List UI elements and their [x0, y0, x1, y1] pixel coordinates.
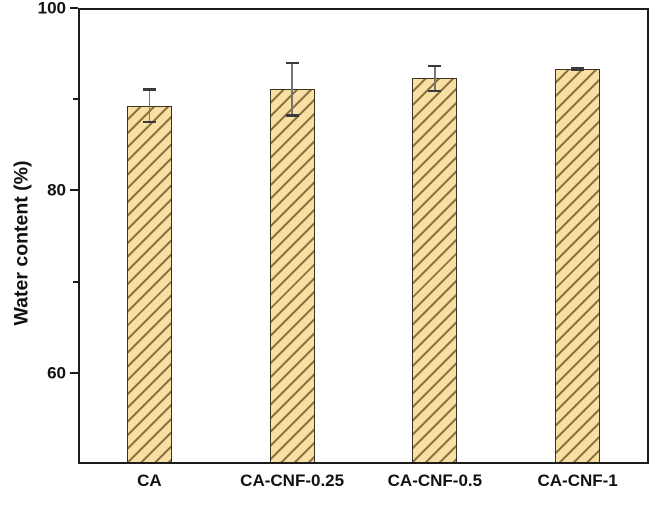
y-tick-label-100: 100: [37, 0, 66, 18]
y-tick-label-60: 60: [47, 363, 66, 383]
error-bar-cap-bottom: [142, 120, 156, 123]
error-bar-cap-bottom: [428, 89, 442, 92]
y-minor-tick-70: [73, 280, 78, 283]
y-tick-label-80: 80: [47, 180, 66, 200]
error-bar-ca-cnf-1: [571, 67, 585, 71]
y-major-tick-80: [70, 189, 78, 192]
y-minor-tick-90: [73, 98, 78, 101]
error-bar-ca-cnf-0-25: [285, 61, 299, 117]
error-bar-cap-bottom: [571, 68, 585, 71]
error-bar-cap-bottom: [285, 114, 299, 117]
bar-ca-cnf-1: [555, 69, 601, 464]
error-bar-ca-cnf-0-5: [428, 64, 442, 92]
x-tick-label-ca-cnf-0-5: CA-CNF-0.5: [387, 471, 483, 490]
error-bar-line: [148, 88, 151, 123]
error-bar-cap-top: [428, 64, 442, 67]
error-bar-line: [291, 61, 293, 117]
error-bar-ca: [142, 88, 156, 123]
plot-area: [78, 8, 649, 464]
y-major-tick-60: [70, 371, 78, 374]
y-major-tick-100: [70, 7, 78, 9]
error-bar-cap-top: [285, 61, 299, 65]
x-tick-label-ca-cnf-0-25: CA-CNF-0.25: [240, 471, 345, 490]
bar-ca: [126, 105, 172, 464]
x-tick-label-ca: CA: [137, 471, 162, 490]
x-tick-label-ca-cnf-1: CA-CNF-1: [537, 471, 618, 490]
error-bar-cap-top: [571, 67, 585, 70]
bar-ca-cnf-0-25: [269, 89, 315, 464]
axes-frame: [78, 8, 649, 464]
error-bar-cap-top: [142, 88, 156, 91]
error-bar-line: [434, 64, 436, 92]
